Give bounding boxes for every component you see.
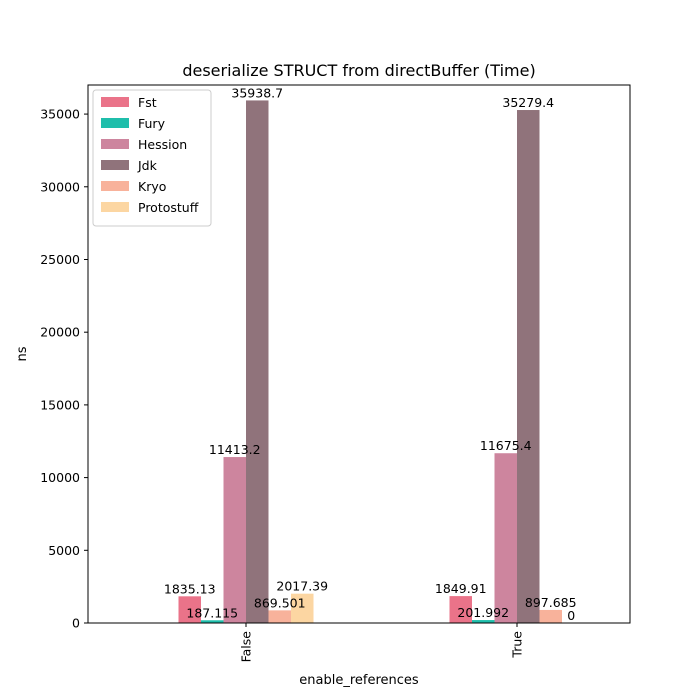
bar-hession-true <box>494 453 517 623</box>
y-tick-label: 10000 <box>40 470 80 485</box>
legend-label-hession: Hession <box>138 137 187 152</box>
bar-kryo-true <box>539 609 562 623</box>
legend-label-jdk: Jdk <box>137 158 158 173</box>
x-tick-label: True <box>510 631 525 659</box>
x-axis: False True <box>239 623 525 662</box>
legend-swatch-jdk <box>101 160 129 170</box>
y-tick-label: 35000 <box>40 107 80 122</box>
legend-label-fst: Fst <box>138 95 157 110</box>
x-tick-label: False <box>239 631 254 663</box>
data-labels-layer: 1835.13 1849.91 187.115 201.992 11413.2 11675… <box>164 85 577 623</box>
y-tick-label: 20000 <box>40 325 80 340</box>
data-label-kryo-true: 897.685 <box>525 595 577 610</box>
legend-swatch-hession <box>101 139 129 149</box>
data-label-protostuff-false: 2017.39 <box>276 579 328 594</box>
bar-fury-false <box>201 620 224 623</box>
legend-label-protostuff: Protostuff <box>138 200 199 215</box>
bar-hession-false <box>223 457 246 623</box>
bar-fury-true <box>472 620 495 623</box>
legend-swatch-fury <box>101 118 129 128</box>
data-label-protostuff-true: 0 <box>567 608 575 623</box>
bar-jdk-false <box>246 100 269 623</box>
y-axis-label: ns <box>15 346 30 361</box>
x-axis-label: enable_references <box>299 673 419 688</box>
y-tick-label: 25000 <box>40 252 80 267</box>
legend-swatch-kryo <box>101 181 129 191</box>
y-axis: 0 5000 10000 15000 20000 25000 30000 35000 <box>40 107 88 631</box>
y-tick-label: 15000 <box>40 397 80 412</box>
bar-kryo-false <box>268 610 291 623</box>
legend-label-fury: Fury <box>138 116 166 131</box>
bar-fst-false <box>178 596 201 623</box>
data-label-jdk-true: 35279.4 <box>502 95 554 110</box>
plot-frame <box>87 84 631 624</box>
chart-title: deserialize STRUCT from directBuffer (Ti… <box>182 61 535 80</box>
data-label-kryo-false: 869.501 <box>254 595 306 610</box>
data-label-fst-false: 1835.13 <box>164 581 216 596</box>
data-label-fury-false: 187.115 <box>186 605 238 620</box>
legend-swatch-protostuff <box>101 202 129 212</box>
data-label-hession-true: 11675.4 <box>480 438 532 453</box>
y-tick-label: 5000 <box>48 543 80 558</box>
data-label-fury-true: 201.992 <box>457 605 509 620</box>
data-label-hession-false: 11413.2 <box>209 442 261 457</box>
bars-layer <box>178 100 562 624</box>
data-label-fst-true: 1849.91 <box>435 581 487 596</box>
bar-protostuff-false <box>291 593 314 623</box>
legend-swatch-fst <box>101 97 129 107</box>
y-tick-label: 0 <box>72 616 80 631</box>
bar-fst-true <box>449 596 472 623</box>
legend-label-kryo: Kryo <box>138 179 166 194</box>
bar-jdk-true <box>517 110 540 624</box>
y-tick-label: 30000 <box>40 179 80 194</box>
legend: Fst Fury Hession Jdk Kryo Protostuff <box>92 89 212 227</box>
data-label-jdk-false: 35938.7 <box>231 85 283 100</box>
